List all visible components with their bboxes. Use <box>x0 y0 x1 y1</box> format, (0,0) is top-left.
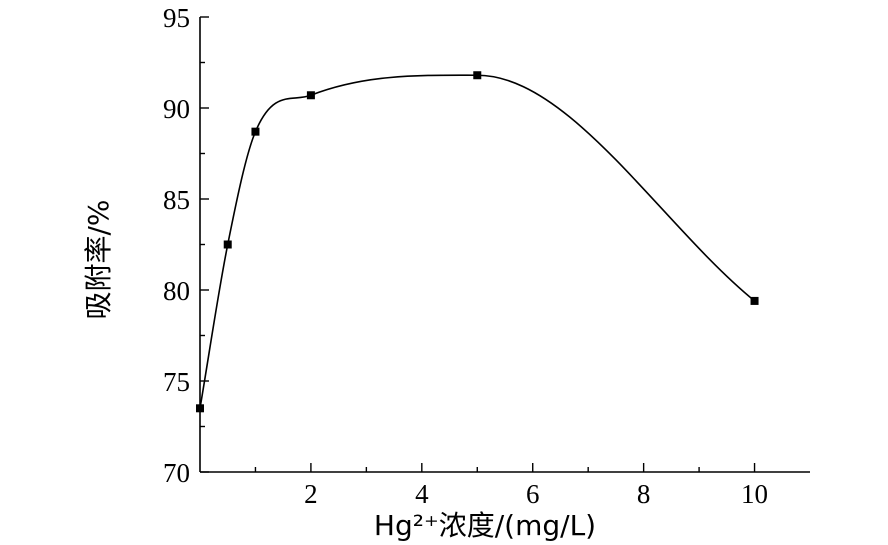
data-point <box>196 404 204 413</box>
data-point <box>223 240 232 249</box>
data-point <box>306 91 315 100</box>
x-tick-label: 8 <box>637 479 651 509</box>
x-tick-label: 6 <box>526 479 540 509</box>
y-axis-title: 吸附率/% <box>82 199 115 319</box>
x-tick-label: 2 <box>304 479 318 509</box>
data-point <box>750 296 759 305</box>
y-tick-label: 70 <box>163 458 190 488</box>
y-tick-label: 75 <box>163 367 190 397</box>
data-point <box>251 127 260 136</box>
y-tick-label: 85 <box>163 185 190 215</box>
ticks: 70 75 80 85 90 95 2 4 6 8 10 <box>163 3 768 509</box>
x-tick-label: 4 <box>415 479 429 509</box>
data-point <box>473 71 482 80</box>
x-tick-label: 10 <box>741 479 768 509</box>
y-tick-label: 90 <box>163 94 190 124</box>
y-tick-label: 80 <box>163 276 190 306</box>
axes <box>199 17 810 473</box>
series-curve <box>199 74 756 409</box>
data-markers <box>196 71 759 413</box>
x-axis-title: Hg²⁺浓度/(mg/L) <box>374 509 596 542</box>
y-tick-label: 95 <box>163 3 190 33</box>
